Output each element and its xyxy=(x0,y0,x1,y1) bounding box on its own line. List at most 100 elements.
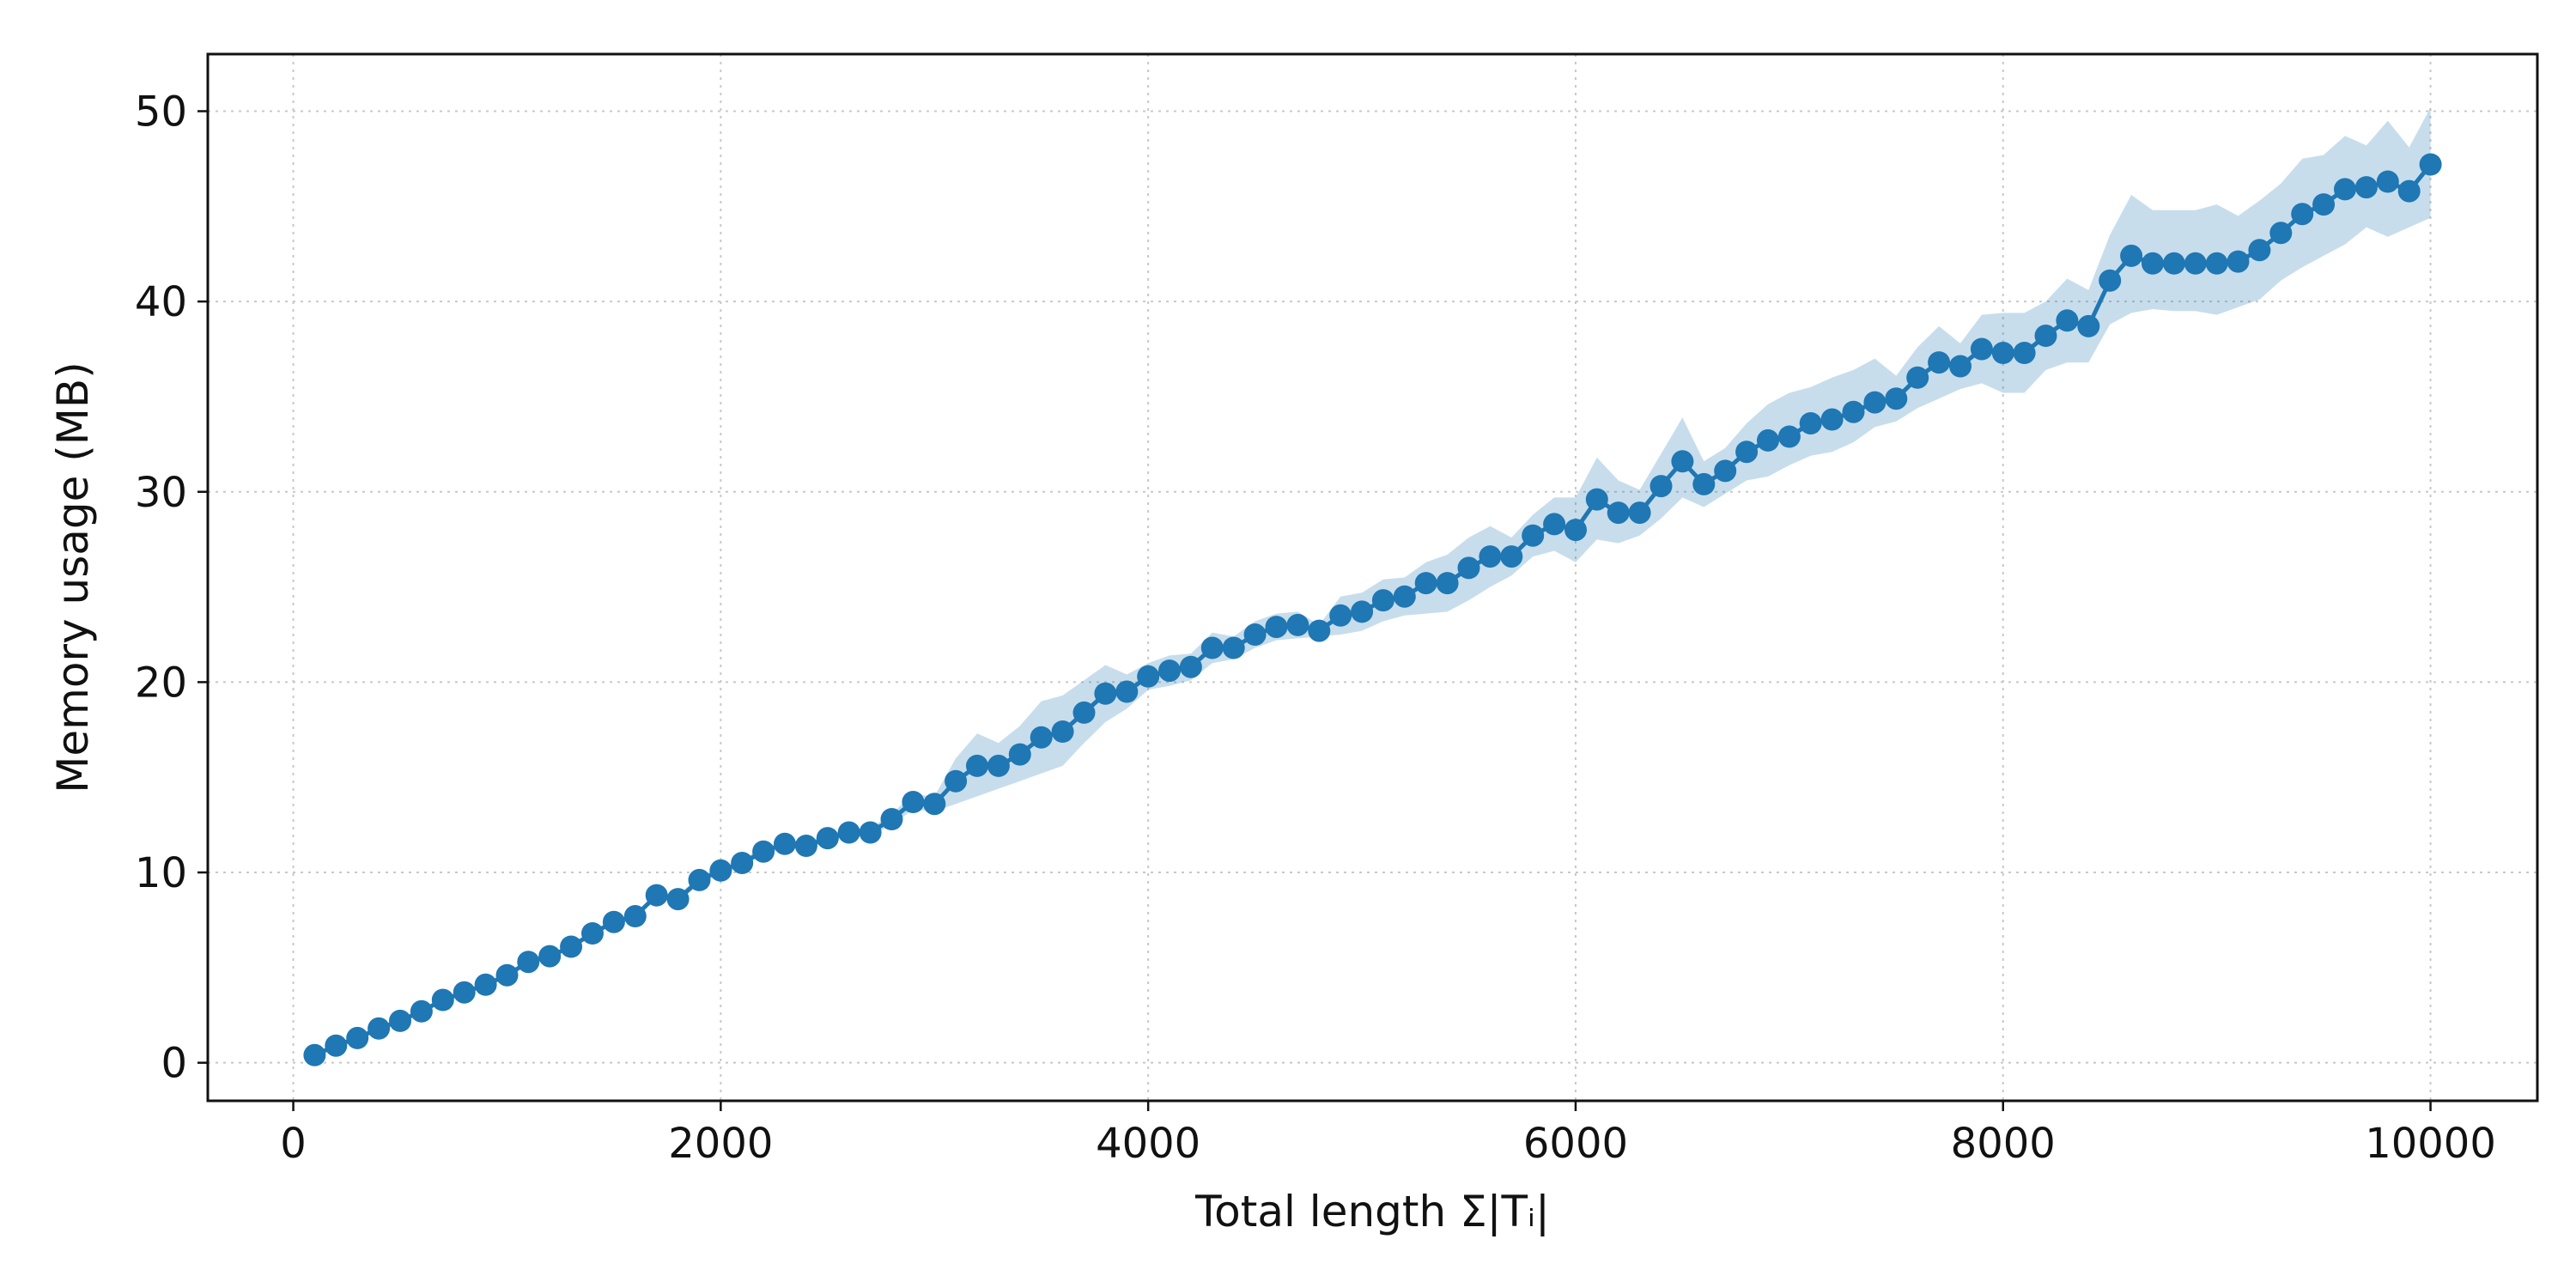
data-point xyxy=(1757,428,1779,452)
data-point xyxy=(431,988,454,1012)
data-point xyxy=(1222,636,1245,659)
data-point xyxy=(453,981,476,1004)
data-point xyxy=(303,1043,326,1066)
data-point xyxy=(816,827,839,850)
x-tick-label: 4000 xyxy=(1096,1120,1200,1168)
x-axis-ticks: 0 2000 4000 6000 8000 10000 xyxy=(280,1101,2496,1168)
y-tick-label: 50 xyxy=(135,88,187,136)
data-point xyxy=(1351,600,1374,623)
data-point xyxy=(474,973,497,996)
data-point xyxy=(1500,545,1523,568)
data-point xyxy=(945,769,968,793)
data-point xyxy=(389,1009,411,1032)
data-point xyxy=(645,884,668,907)
data-point xyxy=(688,868,711,891)
data-point xyxy=(1777,425,1801,448)
data-point xyxy=(368,1017,391,1040)
data-point xyxy=(1414,572,1437,595)
y-tick-label: 20 xyxy=(135,659,187,707)
data-point xyxy=(1564,519,1587,542)
data-point xyxy=(666,888,690,911)
data-point xyxy=(2291,203,2314,226)
data-point xyxy=(2248,239,2271,262)
data-point xyxy=(1585,488,1608,511)
y-tick-label: 30 xyxy=(135,469,187,517)
data-point xyxy=(923,793,946,816)
data-point xyxy=(1543,513,1566,536)
data-point xyxy=(2419,153,2442,176)
data-point xyxy=(2227,250,2250,273)
data-point xyxy=(1308,619,1331,642)
data-point xyxy=(495,963,519,987)
data-point xyxy=(325,1034,348,1057)
grid-lines xyxy=(208,54,2537,1101)
data-point xyxy=(752,840,775,863)
data-point xyxy=(1072,701,1096,724)
data-point xyxy=(966,754,988,777)
data-point xyxy=(2312,193,2336,216)
data-point xyxy=(410,999,433,1023)
data-point xyxy=(880,808,903,830)
data-point xyxy=(1949,355,1971,378)
data-point xyxy=(538,945,562,968)
data-point xyxy=(1607,501,1630,525)
data-point xyxy=(1393,585,1416,608)
y-tick-label: 0 xyxy=(161,1040,187,1088)
data-point xyxy=(1008,743,1031,766)
data-point xyxy=(1200,636,1224,659)
data-point xyxy=(2013,342,2036,364)
data-point xyxy=(1991,342,2014,364)
data-point xyxy=(2269,222,2293,245)
data-point xyxy=(2354,176,2378,199)
data-point xyxy=(346,1026,369,1049)
y-tick-label: 40 xyxy=(135,278,187,326)
x-tick-label: 10000 xyxy=(2365,1120,2496,1168)
data-point xyxy=(2376,170,2399,193)
data-point xyxy=(2184,252,2207,275)
data-point xyxy=(2034,325,2057,347)
x-tick-label: 0 xyxy=(280,1120,307,1168)
data-point xyxy=(1137,665,1160,688)
data-point xyxy=(1863,391,1886,414)
data-point xyxy=(1094,682,1117,705)
data-point xyxy=(1820,408,1844,431)
data-point xyxy=(1329,604,1352,627)
plot-frame xyxy=(206,52,2539,1103)
data-point xyxy=(731,852,754,874)
data-point xyxy=(1243,623,1267,646)
x-tick-label: 2000 xyxy=(668,1120,773,1168)
data-point xyxy=(1522,524,1545,547)
data-point xyxy=(1265,616,1288,639)
data-point xyxy=(1928,351,1951,374)
y-tick-label: 10 xyxy=(135,849,187,897)
data-point xyxy=(2120,244,2143,267)
data-point xyxy=(1692,472,1716,495)
data-point xyxy=(2077,314,2100,337)
data-point xyxy=(1735,440,1759,464)
data-point xyxy=(1799,412,1822,434)
data-point xyxy=(2397,179,2421,203)
data-point xyxy=(1970,337,1993,361)
data-point xyxy=(623,905,647,927)
x-axis-label: Total length Σ|Tᵢ| xyxy=(1194,1187,1550,1236)
data-point xyxy=(774,832,796,855)
data-point xyxy=(602,910,625,933)
data-point xyxy=(581,922,604,945)
data-point xyxy=(2334,178,2356,201)
data-point xyxy=(1714,459,1737,483)
data-point xyxy=(709,859,732,882)
data-point xyxy=(1286,613,1309,636)
data-point xyxy=(1885,387,1908,410)
data-point xyxy=(1051,720,1074,743)
data-point xyxy=(902,791,925,813)
data-point xyxy=(1179,655,1202,678)
data-point xyxy=(2056,309,2079,332)
data-point xyxy=(1115,680,1139,703)
data-point xyxy=(1158,659,1181,683)
data-point xyxy=(1436,572,1459,595)
data-point xyxy=(1479,545,1502,568)
data-point xyxy=(1457,556,1480,580)
y-axis-label: Memory usage (MB) xyxy=(48,361,98,793)
data-point xyxy=(1371,589,1394,612)
